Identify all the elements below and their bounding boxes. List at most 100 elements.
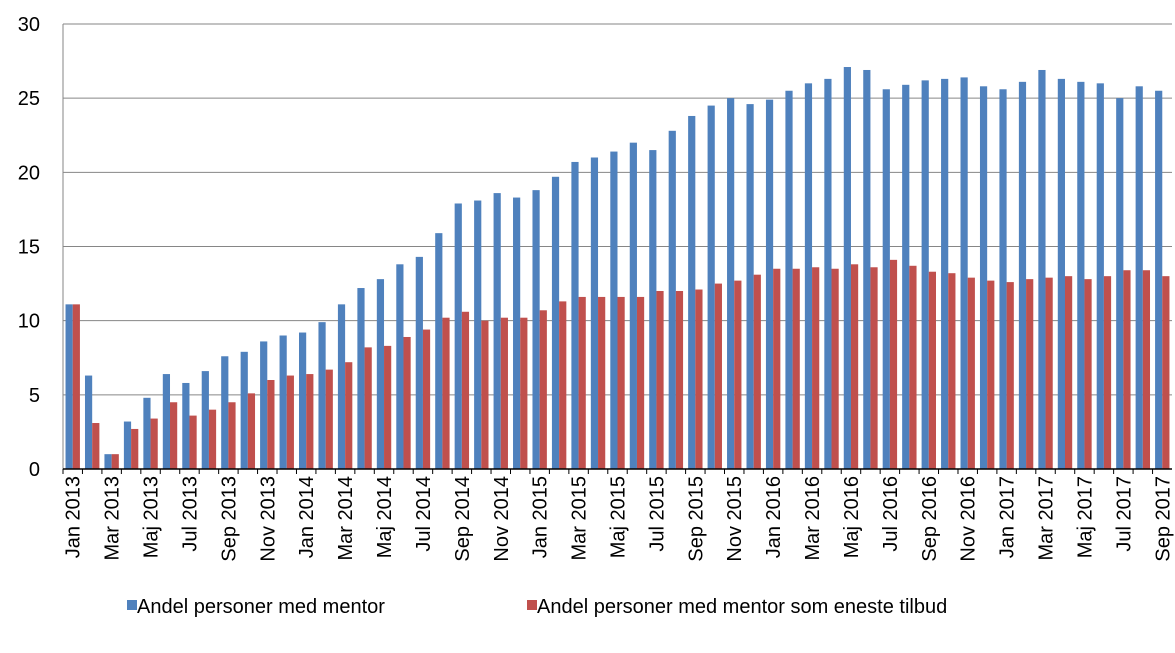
- bar: [882, 89, 890, 470]
- bar: [649, 150, 657, 470]
- bar: [773, 268, 781, 469]
- bar: [435, 233, 443, 469]
- bar: [928, 271, 936, 469]
- bar: [532, 190, 540, 469]
- bar: [240, 351, 248, 469]
- bar: [804, 83, 813, 469]
- bar: [1026, 279, 1034, 469]
- bar: [941, 78, 949, 469]
- x-tick-label: Jan 2013: [63, 476, 85, 558]
- bar: [559, 301, 567, 469]
- bar: [318, 322, 326, 469]
- bar: [299, 332, 307, 469]
- bar: [1162, 276, 1170, 469]
- bar: [675, 291, 684, 469]
- bar: [170, 402, 178, 469]
- bar: [228, 402, 236, 469]
- bar: [150, 418, 158, 469]
- bar: [707, 105, 715, 469]
- bar: [617, 296, 625, 469]
- x-tick-label: Mar 2017: [1036, 476, 1058, 561]
- y-tick-label: 5: [29, 385, 40, 407]
- bar: [357, 288, 365, 469]
- x-tick-label: Jul 2013: [179, 476, 201, 552]
- bar: [714, 283, 722, 469]
- bar: [746, 104, 754, 469]
- y-tick-label: 10: [18, 311, 40, 333]
- bar: [1006, 282, 1014, 469]
- bar: [571, 161, 579, 469]
- x-tick-label: Jan 2017: [997, 476, 1019, 558]
- x-tick-label: Sep 2017: [1152, 476, 1174, 562]
- bar: [578, 296, 586, 469]
- bar: [688, 115, 696, 469]
- bar: [286, 375, 294, 469]
- bar: [92, 423, 100, 469]
- bar: [260, 341, 268, 469]
- x-tick-label: Mar 2016: [802, 476, 824, 561]
- bar: [1103, 276, 1112, 469]
- x-tick-label: Sep 2014: [452, 476, 474, 562]
- bar: [403, 336, 411, 469]
- bar: [123, 421, 132, 469]
- bar: [493, 193, 501, 469]
- bar: [1064, 276, 1073, 469]
- x-tick-label: Jan 2014: [296, 476, 318, 558]
- x-tick-label: Jul 2015: [646, 476, 668, 552]
- bar: [481, 320, 489, 469]
- bar: [948, 273, 956, 469]
- bar: [598, 296, 606, 469]
- x-tick-label: Jan 2015: [530, 476, 552, 558]
- bar: [104, 454, 112, 469]
- bar: [279, 335, 287, 469]
- bar: [247, 393, 256, 469]
- bar: [610, 151, 618, 470]
- bar: [1038, 69, 1046, 469]
- x-tick-label: Maj 2016: [841, 476, 863, 558]
- bar: [734, 280, 742, 469]
- bar: [1084, 279, 1092, 469]
- bar: [396, 264, 404, 469]
- bar: [785, 90, 793, 469]
- y-tick-label: 0: [29, 459, 40, 481]
- bar: [131, 428, 139, 469]
- bar: [84, 375, 93, 469]
- bar: [182, 382, 190, 469]
- bar: [520, 317, 528, 469]
- bar: [415, 256, 423, 469]
- legend-label: Andel personer med mentor som eneste til…: [537, 596, 947, 618]
- bar: [442, 317, 450, 469]
- x-tick-label: Maj 2017: [1074, 476, 1096, 558]
- bar: [967, 277, 975, 469]
- bar: [902, 84, 910, 470]
- bar: [656, 291, 664, 469]
- bar: [65, 304, 73, 469]
- bar: [1142, 270, 1151, 469]
- bar: [999, 89, 1007, 470]
- bar: [513, 197, 521, 470]
- bar: [636, 296, 645, 469]
- bar: [1155, 90, 1163, 469]
- bar: [539, 310, 547, 469]
- bar: [727, 98, 735, 470]
- x-tick-label: Jul 2014: [413, 476, 435, 552]
- bar: [376, 279, 385, 469]
- bar: [551, 176, 560, 470]
- bar: [364, 347, 372, 469]
- x-tick-label: Mar 2015: [569, 476, 591, 561]
- bar: [461, 311, 470, 469]
- x-tick-label: Nov 2013: [257, 476, 279, 562]
- y-tick-label: 25: [18, 88, 40, 110]
- bar: [1018, 81, 1027, 469]
- bar: [306, 374, 314, 469]
- bar: [824, 78, 832, 469]
- bar: [189, 415, 197, 469]
- x-tick-label: Maj 2013: [141, 476, 163, 558]
- bar: [1123, 270, 1131, 469]
- bar: [812, 267, 820, 469]
- bar: [162, 374, 171, 469]
- x-tick-label: Mar 2013: [102, 476, 124, 561]
- bar: [831, 268, 839, 469]
- bar: [987, 280, 995, 469]
